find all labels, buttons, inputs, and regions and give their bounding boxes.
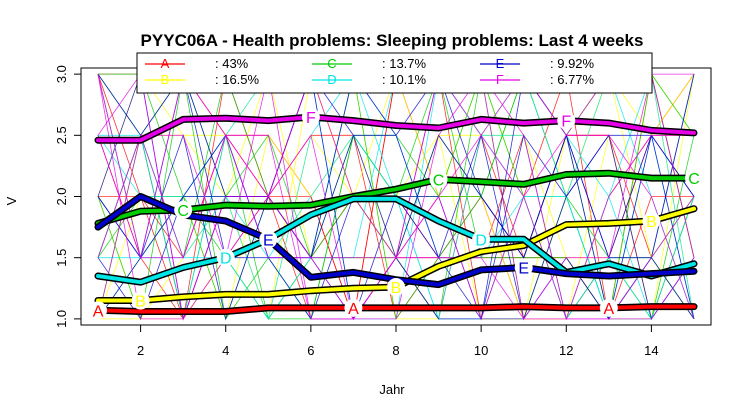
legend-share-b: : 16.5% <box>215 72 260 87</box>
x-tick-label: 8 <box>392 343 399 358</box>
legend-label-a: A <box>161 56 170 71</box>
series-marker-c: C <box>433 172 445 189</box>
y-axis-label: V <box>4 196 19 205</box>
legend-label-d: D <box>327 72 336 87</box>
series-marker-bg-c <box>174 200 193 219</box>
series-marker-d: D <box>220 251 232 268</box>
series-marker-bg-b <box>642 211 661 230</box>
series-marker-bg-e <box>259 230 278 249</box>
series-line-d <box>96 196 696 285</box>
series-marker-a: A <box>93 303 104 320</box>
series-marker-a: A <box>348 301 359 318</box>
series-marker-d: D <box>475 232 487 249</box>
x-tick-label: 14 <box>644 343 658 358</box>
series-marker-c: C <box>177 203 189 220</box>
series-marker-bg-c <box>429 170 448 189</box>
legend-share-c: : 13.7% <box>382 56 427 71</box>
chart-title: PYYC06A - Health problems: Sleeping prob… <box>141 31 644 50</box>
background-trajectory <box>97 72 695 259</box>
series-marker-bg-b <box>131 291 150 310</box>
legend-label-f: F <box>496 72 504 87</box>
x-tick-label: 2 <box>137 343 144 358</box>
series-marker-b: B <box>646 214 657 231</box>
series-marker-bg-a <box>599 298 618 317</box>
legend: A : 43% B : 16.5% C : 13.7% D : 10.1% E : 9.92% F:… <box>136 52 653 94</box>
series-marker-e: E <box>263 232 274 249</box>
background-trajectory <box>97 73 695 321</box>
y-tick-label: 1.0 <box>54 310 69 328</box>
x-tick-label: 4 <box>222 343 229 358</box>
y-tick-label: 1.5 <box>54 249 69 267</box>
series-line-c <box>96 171 696 226</box>
x-tick-label: 12 <box>559 343 573 358</box>
series-line-a <box>96 304 696 314</box>
legend-share-e: : 9.92% <box>550 56 595 71</box>
series-line-f <box>96 115 696 143</box>
legend-box <box>136 52 653 94</box>
series-marker-bg-f <box>301 107 320 126</box>
series-marker-f: F <box>306 110 316 127</box>
series-marker-bg-a <box>344 298 363 317</box>
legend-share-a: : 43% <box>215 56 249 71</box>
series-markers: A A A B B B C C C D D E E F F <box>89 107 703 320</box>
y-tick-label: 3.0 <box>54 65 69 83</box>
legend-label-c: C <box>327 56 336 71</box>
series-marker-b: B <box>135 294 146 311</box>
series-marker-bg-d <box>472 230 491 249</box>
series-marker-bg-e <box>514 258 533 277</box>
series-marker-e: E <box>518 260 529 277</box>
axes: 2 4 6 8 10 12 14 1.0 1.5 2.0 2.5 3.0 <box>54 65 659 358</box>
x-tick-label: 10 <box>474 343 488 358</box>
x-axis-label: Jahr <box>379 382 405 397</box>
series-marker-a: A <box>604 301 615 318</box>
series-marker-c: C <box>688 171 700 188</box>
y-tick-label: 2.0 <box>54 187 69 205</box>
x-tick-label: 6 <box>307 343 314 358</box>
series-marker-f: F <box>561 114 571 131</box>
legend-label-b: B <box>161 72 170 87</box>
series-marker-bg-c <box>684 169 703 188</box>
series-marker-bg-d <box>216 248 235 267</box>
series-marker-bg-b <box>387 278 405 297</box>
legend-share-d: : 10.1% <box>382 72 427 87</box>
y-tick-label: 2.5 <box>54 126 69 144</box>
series-marker-b: B <box>391 280 402 297</box>
legend-label-e: E <box>496 56 505 71</box>
series-marker-bg-f <box>557 111 576 130</box>
series-marker-bg-a <box>89 301 108 320</box>
legend-share-f: : 6.77% <box>550 72 595 87</box>
